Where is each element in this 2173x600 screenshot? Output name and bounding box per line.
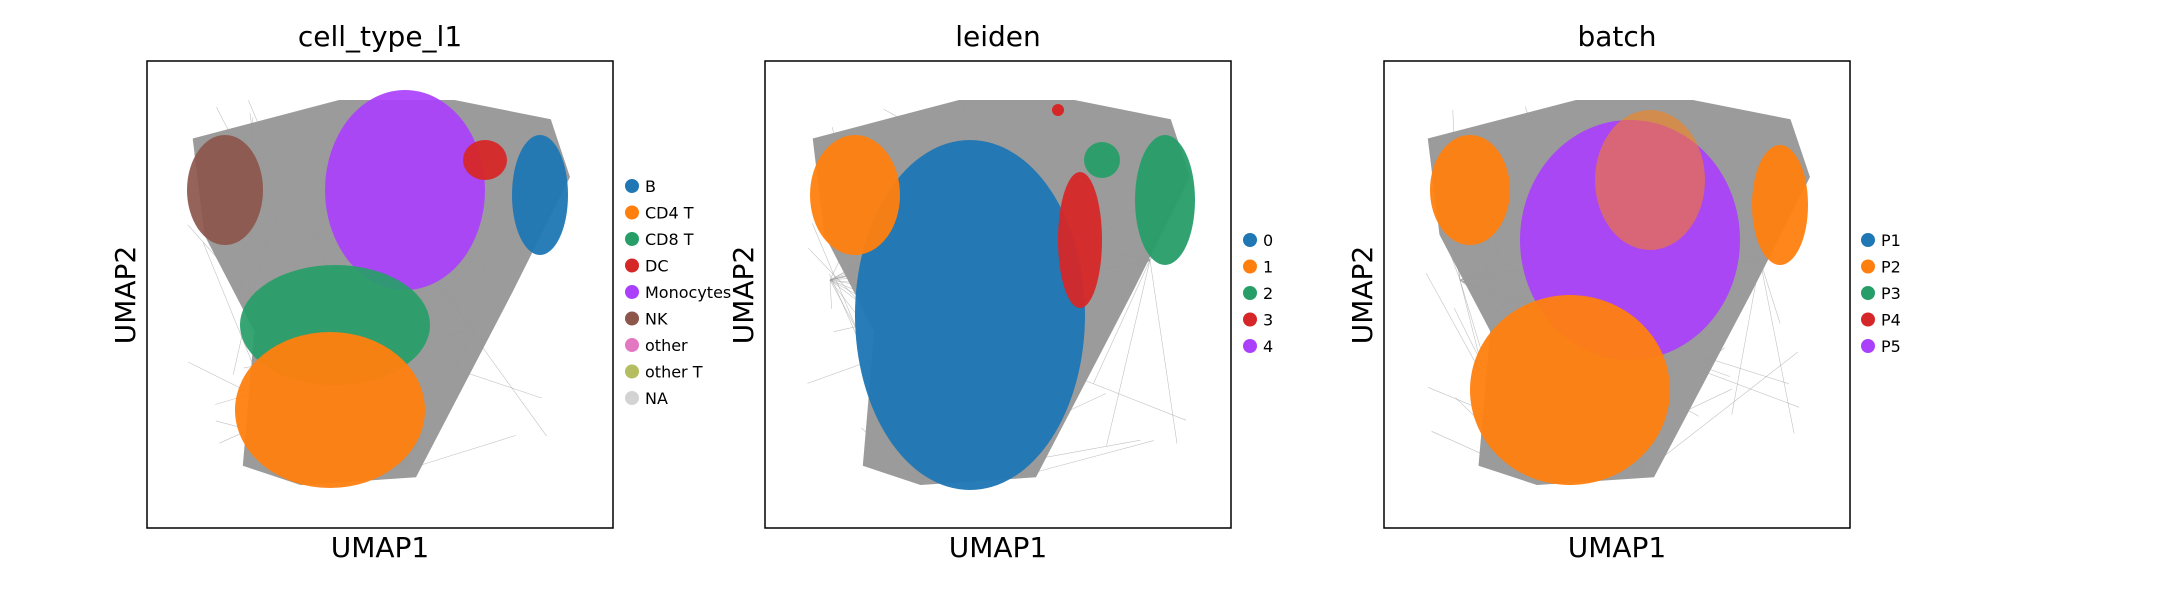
chart-title: batch: [1577, 20, 1656, 53]
legend-marker: [1861, 286, 1875, 300]
graph-edge: [404, 326, 478, 471]
cluster-1: [810, 135, 900, 255]
legend-label: CD8 T: [645, 230, 694, 249]
legend-label: other: [645, 336, 688, 355]
legend-marker: [1243, 233, 1257, 247]
cluster-b: [512, 135, 568, 255]
graph-edge: [448, 329, 471, 356]
plot-frame: [146, 60, 614, 529]
cluster-2: [1135, 135, 1195, 265]
legend: 0 1 2 3 4: [1243, 231, 1273, 356]
legend-label: Monocytes: [645, 283, 731, 302]
graph-edge: [1759, 259, 1795, 434]
y-axis-label: UMAP2: [727, 246, 760, 345]
graph-edge: [1459, 270, 1478, 281]
legend-label: other T: [645, 363, 703, 382]
graph-edge: [404, 341, 458, 471]
legend-marker: [625, 205, 639, 220]
cluster-dc: [463, 140, 507, 180]
graph-edge: [861, 427, 921, 481]
cluster-3: [1058, 172, 1102, 308]
legend-marker: [1861, 233, 1875, 247]
legend-label: P3: [1881, 284, 1901, 303]
x-axis-label: UMAP1: [1568, 531, 1667, 564]
graph-edge: [1093, 259, 1151, 384]
plot-frame: [764, 60, 1232, 529]
graph-edge: [1024, 440, 1154, 476]
legend-marker: [625, 338, 639, 352]
legend-marker: [1243, 339, 1257, 353]
legend-marker: [625, 179, 639, 193]
graph-edge: [469, 329, 547, 437]
cluster-p2-upper: [1595, 110, 1705, 250]
legend-label: 2: [1263, 284, 1273, 303]
cluster-layer: [810, 104, 1195, 490]
panel-cell-type-l1: cell_type_l1 UMAP1 UMAP2 B CD4 T CD8 T DC Mo…: [109, 20, 731, 564]
graph-edge: [404, 435, 516, 471]
x-axis-label: UMAP1: [949, 531, 1048, 564]
legend-label: NK: [645, 310, 668, 329]
chart-title: leiden: [955, 20, 1041, 53]
legend: P1 P2 P3 P4 P5: [1861, 231, 1901, 356]
legend-marker: [1243, 312, 1257, 327]
legend: B CD4 T CD8 T DC Monocytes NK other other T NA: [625, 177, 731, 408]
cluster-p2-main: [1470, 295, 1670, 485]
legend-marker: [1861, 312, 1875, 327]
legend-label: P4: [1881, 311, 1901, 330]
legend-label: CD4 T: [645, 204, 694, 223]
legend-marker: [625, 391, 639, 405]
y-axis-label: UMAP2: [109, 246, 142, 345]
cluster-p2-right: [1752, 145, 1808, 265]
legend-marker: [625, 232, 639, 246]
graph-edge: [1731, 259, 1761, 415]
legend-marker: [1861, 339, 1875, 353]
cluster-2b: [1084, 142, 1120, 178]
legend-label: 1: [1263, 258, 1273, 277]
cluster-p2-left: [1430, 135, 1510, 245]
y-axis-label: UMAP2: [1346, 246, 1379, 345]
cluster-layer: [187, 90, 568, 488]
graph-edge: [829, 279, 832, 309]
cluster-layer: [1430, 110, 1808, 485]
legend-label: B: [645, 177, 656, 196]
cluster-4: [1052, 104, 1064, 116]
legend-marker: [1243, 286, 1257, 300]
legend-marker: [625, 258, 639, 273]
legend-label: P5: [1881, 337, 1901, 356]
legend-marker: [625, 364, 639, 379]
graph-edge: [249, 236, 269, 301]
chart-title: cell_type_l1: [298, 20, 462, 53]
legend-label: NA: [645, 389, 668, 408]
cluster-monocytes: [325, 90, 485, 290]
panel-batch: batch UMAP1 UMAP2 P1 P2 P3 P4 P5: [1346, 20, 1901, 564]
graph-edge: [1106, 259, 1151, 446]
legend-marker: [1861, 259, 1875, 274]
cluster-0: [855, 140, 1085, 490]
panel-leiden: leiden UMAP1 UMAP2 0 1 2 3 4: [727, 20, 1273, 564]
cluster-nk: [187, 135, 263, 245]
plot-frame: [1383, 60, 1851, 529]
graph-edge: [249, 181, 287, 301]
legend-marker: [625, 285, 639, 299]
legend-label: 4: [1263, 337, 1273, 356]
legend-label: DC: [645, 257, 669, 276]
legend-label: P1: [1881, 231, 1901, 250]
legend-marker: [625, 311, 639, 326]
graph-edge: [829, 277, 851, 281]
legend-marker: [1243, 259, 1257, 274]
graph-edge: [1098, 259, 1151, 306]
legend-label: 3: [1263, 311, 1273, 330]
cluster-cd4-t: [235, 332, 425, 488]
legend-label: P2: [1881, 258, 1901, 277]
graph-edge: [1759, 259, 1781, 324]
legend-label: 0: [1263, 231, 1273, 250]
graph-edge: [1639, 351, 1798, 476]
graph-edge: [469, 150, 510, 331]
graph-edge: [1745, 202, 1761, 261]
graph-edge: [1149, 259, 1178, 444]
x-axis-label: UMAP1: [331, 531, 430, 564]
